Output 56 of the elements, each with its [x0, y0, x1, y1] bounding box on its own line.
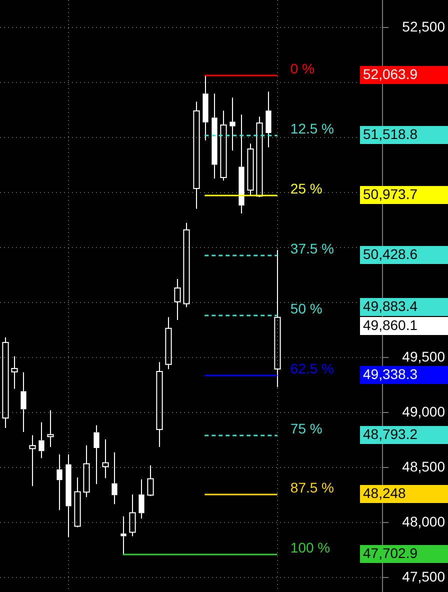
y-tick-label: 52,500: [402, 18, 446, 34]
candlestick: [147, 464, 154, 497]
annotation: 100 %: [290, 539, 330, 556]
candlestick: [47, 410, 54, 448]
candlestick: [174, 278, 181, 321]
annotation: 87.5 %: [290, 479, 334, 496]
candlestick: [193, 101, 200, 210]
candlestick: [266, 91, 272, 148]
candlestick: [202, 74, 208, 141]
price-tag: 48,793.2: [360, 426, 448, 444]
candlestick: [83, 444, 90, 498]
candlestick: [94, 424, 100, 485]
price-tag: 50,973.7: [360, 186, 448, 204]
price-tag: 51,518.8: [360, 126, 448, 144]
candlestick: [120, 516, 126, 555]
annotation: 62.5 %: [290, 360, 334, 376]
candlestick: [11, 356, 18, 390]
candlestick: [220, 110, 227, 181]
candlestick: [66, 454, 72, 538]
price-tag: 49,883.4: [360, 298, 448, 316]
annotation: 75 %: [290, 420, 322, 436]
price-tag: 49,338.3: [360, 366, 448, 384]
candlestick: [138, 478, 144, 520]
candlestick: [247, 143, 254, 196]
annotation: 25 %: [290, 180, 322, 196]
y-tick-label: 49,500: [402, 348, 446, 364]
candlestick: [38, 422, 44, 459]
candlestick: [56, 454, 62, 511]
candlestick: [29, 434, 36, 487]
annotation: 12.5 %: [290, 120, 334, 136]
price-tag: 52,063.9: [360, 66, 448, 84]
candlestick: [156, 362, 163, 448]
y-tick-label: 48,000: [402, 513, 446, 530]
annotation: 50 %: [290, 300, 322, 316]
price-tag: 48,248: [360, 485, 448, 504]
candlestick: [102, 438, 109, 479]
y-tick-label: 48,500: [402, 458, 446, 474]
y-tick-label: 47,500: [402, 568, 446, 584]
candlestick: [112, 452, 118, 505]
candlestick: [274, 249, 281, 388]
candlestick: [183, 222, 190, 308]
candlestick: [20, 372, 26, 432]
candlestick: [256, 116, 263, 198]
candlestick: [230, 97, 236, 151]
candlestick: [212, 93, 218, 179]
candlestick: [129, 494, 136, 537]
candlestick: [74, 476, 81, 528]
candlestick: [2, 336, 9, 429]
y-tick-label: 49,000: [402, 403, 446, 420]
candlestick: [165, 316, 172, 370]
price-tag: 47,702.9: [360, 545, 448, 564]
price-tag: 49,860.1: [360, 316, 448, 335]
candlestick: [238, 114, 244, 214]
price-tag: 50,428.6: [360, 246, 448, 264]
annotation: 0 %: [290, 60, 315, 76]
annotation: 37.5 %: [290, 240, 334, 256]
